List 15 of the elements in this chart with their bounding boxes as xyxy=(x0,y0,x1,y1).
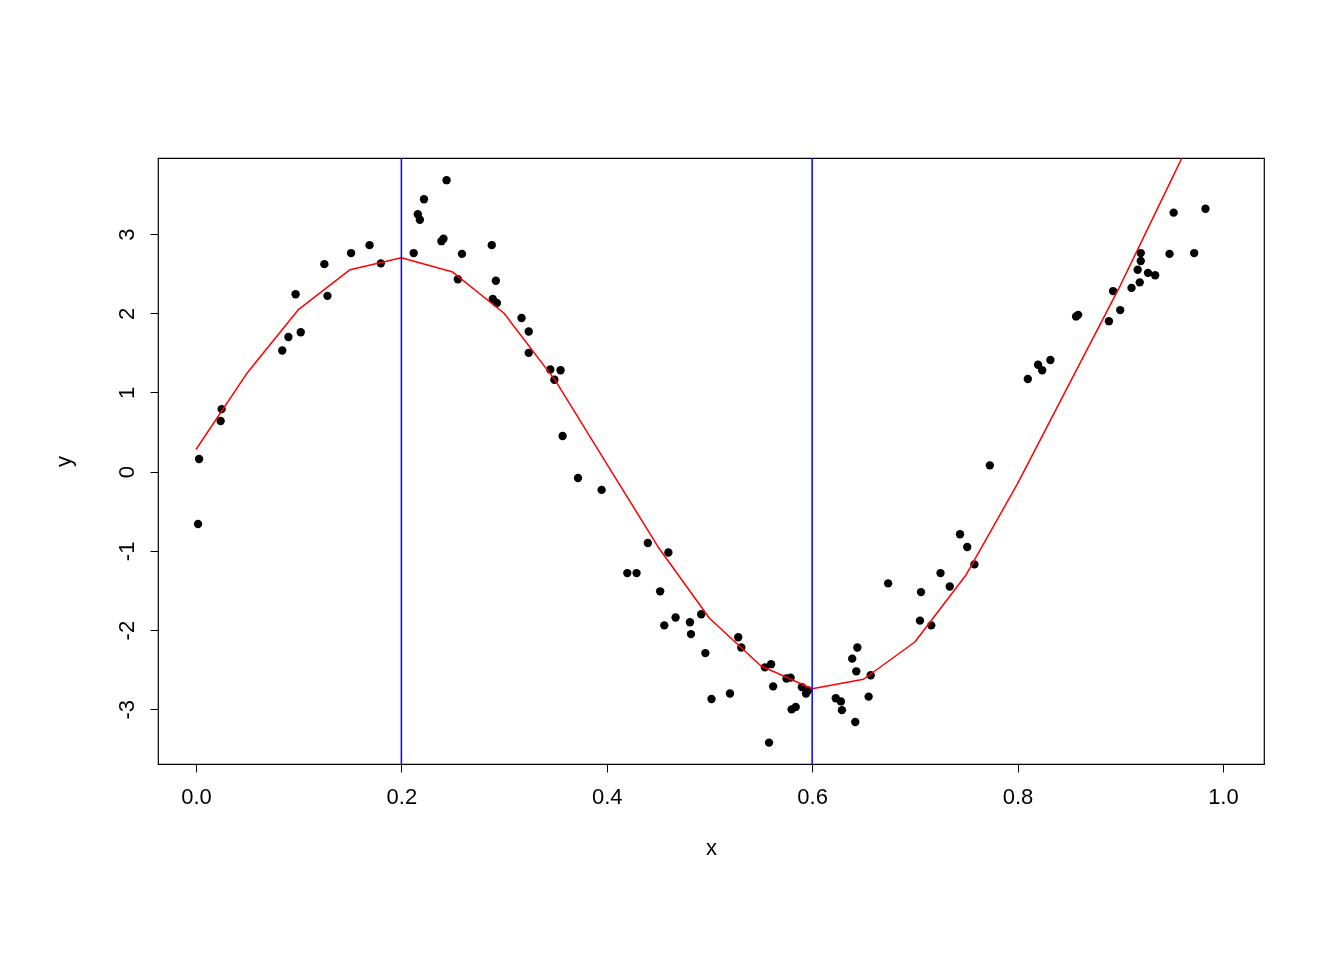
x-tick-label: 0.8 xyxy=(1002,783,1034,809)
y-tick-label: -1 xyxy=(113,541,139,562)
x-tick-label: 0.6 xyxy=(797,783,828,809)
y-tick-label: 0 xyxy=(113,466,139,479)
x-tick-label: 0.2 xyxy=(386,783,418,809)
x-tick-label: 1.0 xyxy=(1208,783,1239,809)
y-tick-label: -2 xyxy=(113,620,139,641)
x-tick-label: 0.0 xyxy=(181,783,212,809)
y-tick-label: 3 xyxy=(113,228,139,241)
y-tick-label: 1 xyxy=(113,386,139,400)
x-tick-label: 0.4 xyxy=(591,783,623,809)
y-axis-title: y xyxy=(50,456,76,467)
y-tick-label: -3 xyxy=(113,700,139,720)
y-tick-label: 2 xyxy=(113,307,139,320)
x-axis-title: x xyxy=(706,834,717,860)
